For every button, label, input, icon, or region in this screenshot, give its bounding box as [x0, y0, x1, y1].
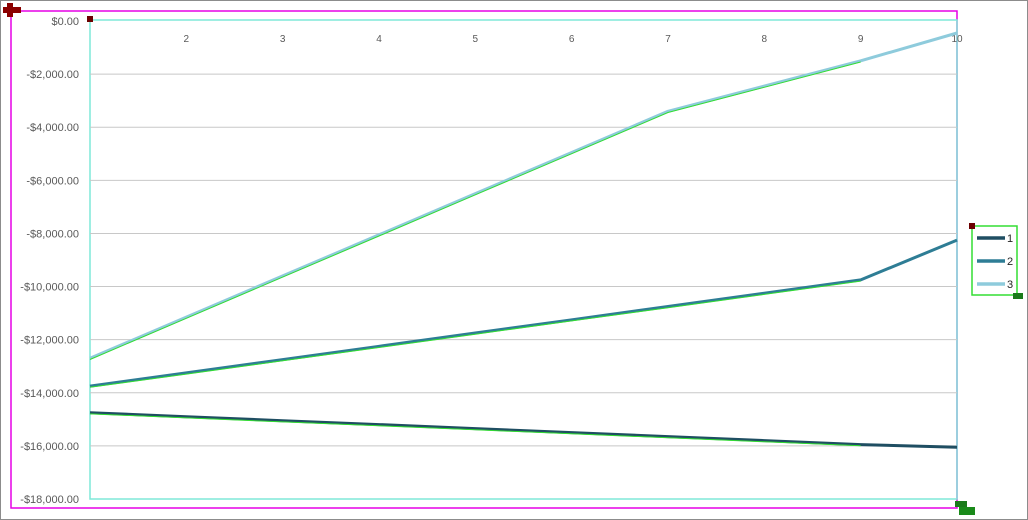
x-tick-label: 3: [280, 34, 286, 45]
series-highlight-1: [89, 413, 861, 447]
legend-handle-bottom-right[interactable]: [1013, 293, 1023, 299]
legend-label-3: 3: [1007, 279, 1013, 291]
x-tick-label: 8: [762, 34, 768, 45]
y-tick-label: -$18,000.00: [20, 494, 79, 506]
series-line-3[interactable]: [89, 31, 958, 360]
series-lines: [89, 31, 958, 449]
x-tick-label: 10: [951, 34, 963, 45]
plot-handle-bottom-right[interactable]: [955, 501, 967, 507]
x-tick-label: 6: [569, 34, 575, 45]
y-tick-label: -$2,000.00: [26, 69, 79, 81]
x-tick-label: 5: [473, 34, 479, 45]
y-tick-label: -$14,000.00: [20, 388, 79, 400]
y-tick-label: -$4,000.00: [26, 122, 79, 134]
y-tick-label: -$12,000.00: [20, 335, 79, 347]
legend-label-1: 1: [1007, 233, 1013, 245]
selection-handles[interactable]: [3, 3, 1023, 515]
x-axis-ticks: 2 3 4 5 6 7 8 9 10: [184, 34, 963, 45]
x-tick-label: 7: [665, 34, 671, 45]
series-line-1[interactable]: [89, 411, 958, 449]
y-tick-label: -$6,000.00: [26, 175, 79, 187]
legend-handle-top-left[interactable]: [969, 223, 975, 229]
x-tick-label: 2: [184, 34, 190, 45]
y-tick-label: -$16,000.00: [20, 441, 79, 453]
gridlines: [90, 73, 957, 447]
y-tick-label: -$8,000.00: [26, 228, 79, 240]
series-highlight-3: [89, 61, 861, 360]
series-line-2[interactable]: [89, 238, 958, 388]
chart-handle-bottom-right[interactable]: [959, 507, 975, 515]
chart-handle-top-left-v[interactable]: [7, 3, 13, 17]
plot-handle-top-left[interactable]: [87, 16, 93, 22]
y-axis-ticks: $0.00 -$2,000.00 -$4,000.00 -$6,000.00 -$8,0…: [20, 16, 79, 506]
legend[interactable]: 1 2 3: [971, 225, 1018, 296]
x-tick-label: 9: [858, 34, 864, 45]
legend-label-2: 2: [1007, 256, 1013, 268]
x-tick-label: 4: [376, 34, 382, 45]
series-highlight-2: [89, 280, 861, 388]
y-tick-label: -$10,000.00: [20, 282, 79, 294]
legend-items: 1 2 3: [977, 233, 1013, 291]
chart-area-frame[interactable]: [10, 10, 958, 509]
plot-area-frame[interactable]: [89, 19, 958, 500]
y-tick-label: $0.00: [51, 16, 79, 28]
